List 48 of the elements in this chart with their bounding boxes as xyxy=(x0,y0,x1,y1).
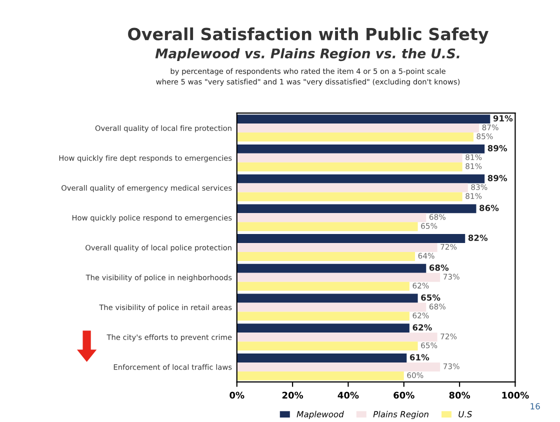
bar xyxy=(236,114,490,124)
data-label: 89% xyxy=(488,145,508,152)
x-tick-label: 60% xyxy=(394,392,414,399)
bar xyxy=(236,243,438,252)
bar xyxy=(236,272,440,282)
legend-label: Plains Region xyxy=(373,410,428,419)
bar xyxy=(236,132,474,142)
data-label: 91% xyxy=(493,115,513,122)
data-label: 62% xyxy=(412,324,432,331)
bar xyxy=(236,264,426,273)
bar xyxy=(236,371,404,380)
x-tick-label: 100% xyxy=(502,392,529,399)
bar xyxy=(236,204,476,214)
bar xyxy=(236,153,462,162)
bar xyxy=(236,362,440,372)
text: 16 xyxy=(530,403,540,410)
bar xyxy=(236,302,426,312)
data-label: 61% xyxy=(410,354,430,360)
bar xyxy=(236,234,466,244)
bar xyxy=(236,213,426,222)
bar xyxy=(236,294,418,303)
data-label: 82% xyxy=(468,234,488,241)
bar xyxy=(236,354,407,362)
legend-label: Maplewood xyxy=(296,410,344,419)
bar xyxy=(236,324,410,333)
bar xyxy=(236,312,410,321)
x-tick-label: 80% xyxy=(449,392,470,399)
bar xyxy=(236,192,462,202)
bar xyxy=(236,174,485,184)
x-tick-label: 20% xyxy=(282,392,304,399)
legend-label: U.S xyxy=(458,411,472,418)
bar xyxy=(236,222,418,232)
x-tick-label: 40% xyxy=(338,392,359,399)
chart-subtitle: Maplewood vs. Plains Region vs. the U.S. xyxy=(155,48,460,62)
data-label: 65% xyxy=(421,294,440,301)
x-tick-label: 0% xyxy=(230,392,244,399)
bar xyxy=(236,342,418,351)
bar xyxy=(236,162,462,172)
bar xyxy=(236,332,438,342)
bar xyxy=(236,282,410,291)
bar xyxy=(236,144,485,154)
data-label: 68% xyxy=(429,264,449,271)
data-label: 86% xyxy=(480,204,499,212)
chart-title: Overall Satisfaction with Public Safety xyxy=(128,27,488,44)
bar xyxy=(236,252,416,261)
data-label: 89% xyxy=(488,174,508,182)
bar xyxy=(236,124,480,133)
bar xyxy=(236,183,468,192)
